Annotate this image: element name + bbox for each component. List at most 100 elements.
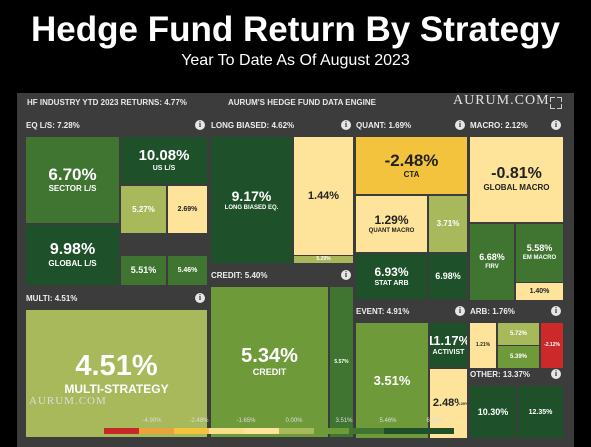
treemap-tile[interactable]: 2.69% xyxy=(168,186,207,233)
info-icon[interactable]: i xyxy=(195,293,205,303)
treemap-tile[interactable]: 5.34% CREDIT xyxy=(211,287,328,437)
section-label: EVENT: 4.91% xyxy=(356,307,410,316)
tile-name: ACTIVIST xyxy=(432,348,465,356)
tile-value: 5.57% xyxy=(334,358,349,365)
scale-segment xyxy=(174,428,209,434)
treemap-panel: HF INDUSTRY YTD 2023 RETURNS: 4.77% AURU… xyxy=(17,93,574,447)
treemap-tile[interactable]: 5.58% EM MACRO xyxy=(516,224,563,282)
treemap-tile[interactable]: 12.35% xyxy=(518,386,563,438)
section-label: EQ L/S: 7.28% xyxy=(26,121,80,130)
info-icon[interactable]: i xyxy=(195,120,205,130)
tile-name: EM MACRO xyxy=(522,255,557,262)
tile-value: 5.29% xyxy=(316,256,331,262)
scale-segment xyxy=(349,428,384,434)
info-icon[interactable]: i xyxy=(551,120,561,130)
treemap-tile[interactable]: 5.57% xyxy=(330,287,353,437)
treemap-tile[interactable]: 5.72% xyxy=(498,323,539,345)
treemap-tile[interactable]: 9.17% LONG BIASED EQ. xyxy=(211,137,292,263)
tile-value: 3.20% xyxy=(459,400,467,406)
treemap-tile[interactable]: 11.17%ACTIVIST xyxy=(430,323,467,367)
treemap-tile[interactable]: 3.20% xyxy=(459,369,467,438)
tile-name: US L/S xyxy=(152,165,176,173)
tile-value: 6.70% xyxy=(48,165,97,185)
tile-name: GLOBAL MACRO xyxy=(483,183,550,193)
tile-value: 9.98% xyxy=(49,240,96,258)
tile-value: 10.30% xyxy=(477,406,509,417)
scale-label: 0.00% xyxy=(285,418,303,424)
treemap-tile[interactable]: 1.40% xyxy=(516,283,563,300)
expand-icon[interactable] xyxy=(550,97,562,109)
scale-label: 5.46% xyxy=(379,418,397,424)
tile-value: 5.46% xyxy=(177,267,198,274)
treemap-tile[interactable]: -2.12% xyxy=(541,323,563,368)
tile-value: 2.48% xyxy=(432,397,465,409)
tile-value: 1.29% xyxy=(374,212,409,227)
footer-brand: AURUM.COM xyxy=(29,395,107,407)
tile-value: 5.27% xyxy=(132,204,155,214)
scale-segment xyxy=(279,428,314,434)
section-label: LONG BIASED: 4.62% xyxy=(211,121,295,130)
treemap-tile[interactable]: 9.98% GLOBAL L/S xyxy=(26,225,119,285)
section-label: MULTI: 4.51% xyxy=(26,294,78,303)
data-engine-label: AURUM'S HEDGE FUND DATA ENGINE xyxy=(228,98,376,107)
tile-value: 3.71% xyxy=(436,219,460,228)
scale-segment xyxy=(104,428,139,434)
tile-value: 4.51% xyxy=(75,349,158,382)
tile-name: STAT ARB xyxy=(374,279,409,287)
tile-value: -2.12% xyxy=(544,342,560,348)
treemap-tile[interactable]: 10.08% US L/S xyxy=(121,137,207,184)
info-icon[interactable]: i xyxy=(341,270,351,280)
scale-label: -1.65% xyxy=(236,418,256,424)
section-label: CREDIT: 5.40% xyxy=(211,271,268,280)
tile-value: 5.72% xyxy=(509,331,527,337)
treemap-tile[interactable]: 3.71% xyxy=(429,196,467,252)
treemap-tile[interactable]: 3.51% xyxy=(356,323,428,438)
tile-value: 5.39% xyxy=(509,354,527,360)
treemap-tile[interactable]: 1.44% xyxy=(294,137,353,255)
tile-value: 3.51% xyxy=(373,373,411,388)
info-icon[interactable]: i xyxy=(551,306,561,316)
tile-value: -2.48% xyxy=(384,150,439,170)
tile-value: 6.93% xyxy=(374,264,409,279)
treemap-tile[interactable]: 10.30% xyxy=(470,386,516,438)
info-icon[interactable]: i xyxy=(551,369,561,379)
tile-name: CTA xyxy=(403,169,420,179)
section-label: QUANT: 1.69% xyxy=(356,121,412,130)
tile-value: 6.98% xyxy=(435,271,461,281)
scale-label: -4.90% xyxy=(142,418,162,424)
info-icon[interactable]: i xyxy=(455,120,465,130)
treemap-tile[interactable]: 5.46% xyxy=(168,256,207,285)
tile-value: -0.81% xyxy=(491,165,542,183)
treemap-tile[interactable]: 6.98% xyxy=(429,254,467,299)
tile-value: 1.21% xyxy=(475,342,491,348)
page-subtitle: Year To Date As Of August 2023 xyxy=(181,52,410,69)
treemap-tile[interactable]: 5.39% xyxy=(498,346,539,368)
treemap-tile[interactable]: -0.81% GLOBAL MACRO xyxy=(470,137,563,222)
section-label: OTHER: 13.37% xyxy=(470,370,531,379)
section-label: MACRO: 2.12% xyxy=(470,121,528,130)
treemap-tile[interactable]: 6.70% SECTOR L/S xyxy=(26,137,119,223)
treemap-tile[interactable]: 4.51% MULTI-STRATEGY xyxy=(26,310,207,437)
treemap-tile[interactable]: 6.68% FIRV xyxy=(470,224,514,300)
treemap-tile[interactable]: -2.48% CTA xyxy=(356,137,467,194)
treemap-tile[interactable]: 5.27% xyxy=(121,186,166,233)
treemap-tile[interactable]: 5.29% xyxy=(294,256,353,263)
section-label: ARB: 1.76% xyxy=(470,307,515,316)
aurum-brand-link[interactable]: AURUM.COM xyxy=(453,93,550,108)
tile-value: 5.58% xyxy=(526,243,553,254)
treemap-tile[interactable]: 1.29% QUANT MACRO xyxy=(356,196,427,252)
info-icon[interactable]: i xyxy=(455,306,465,316)
color-scale-bar xyxy=(104,428,454,434)
tile-value: 1.40% xyxy=(529,288,550,295)
scale-segment xyxy=(244,428,279,434)
info-icon[interactable]: i xyxy=(341,120,351,130)
tile-value: 5.51% xyxy=(130,265,157,275)
treemap-tile[interactable]: 1.21% xyxy=(470,323,496,368)
tile-value: 9.17% xyxy=(231,187,272,204)
scale-label: -2.48% xyxy=(189,418,209,424)
tile-value: 1.44% xyxy=(307,189,340,202)
tile-value: 6.68% xyxy=(479,252,505,263)
scale-segment xyxy=(314,428,349,434)
treemap-tile[interactable]: 6.93% STAT ARB xyxy=(356,254,427,299)
treemap-tile[interactable]: 5.51% xyxy=(121,256,166,285)
